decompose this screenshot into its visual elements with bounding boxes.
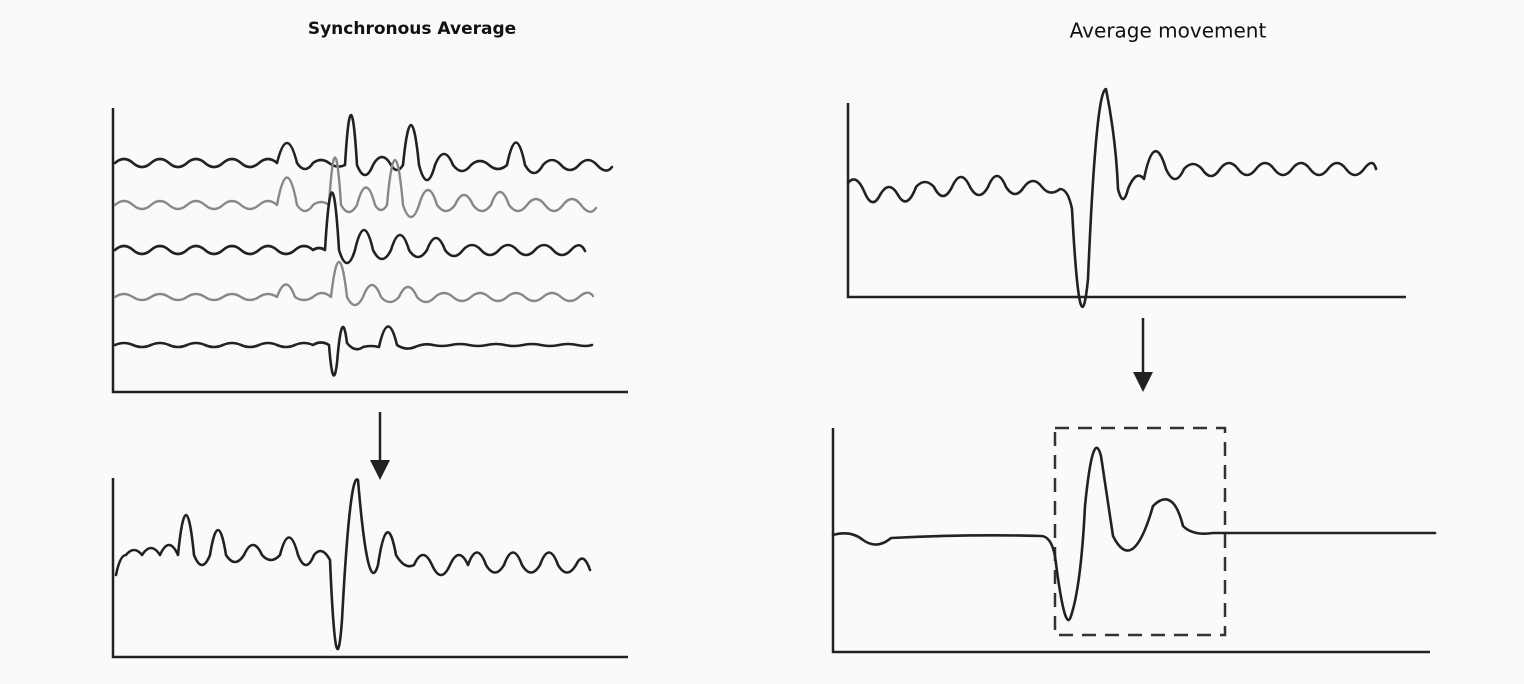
movement-panel — [846, 87, 1406, 309]
trace — [113, 156, 598, 219]
axes — [111, 478, 628, 659]
average-panel — [111, 478, 628, 659]
trials-panel — [111, 108, 628, 394]
trace — [113, 260, 595, 307]
trace — [114, 478, 592, 651]
right-title: Average movement — [1070, 19, 1267, 43]
axes — [111, 108, 628, 394]
left-title: Synchronous Average — [308, 19, 516, 39]
arrow-head — [1133, 372, 1153, 392]
axes — [831, 428, 1430, 654]
trace — [113, 113, 614, 182]
trace — [846, 87, 1378, 309]
trace — [113, 191, 587, 265]
arrow-head — [370, 460, 390, 480]
axes — [846, 103, 1406, 299]
highlight-box — [1053, 426, 1227, 637]
trace — [831, 446, 1437, 622]
filtered-panel — [831, 426, 1437, 654]
trace — [113, 325, 594, 377]
